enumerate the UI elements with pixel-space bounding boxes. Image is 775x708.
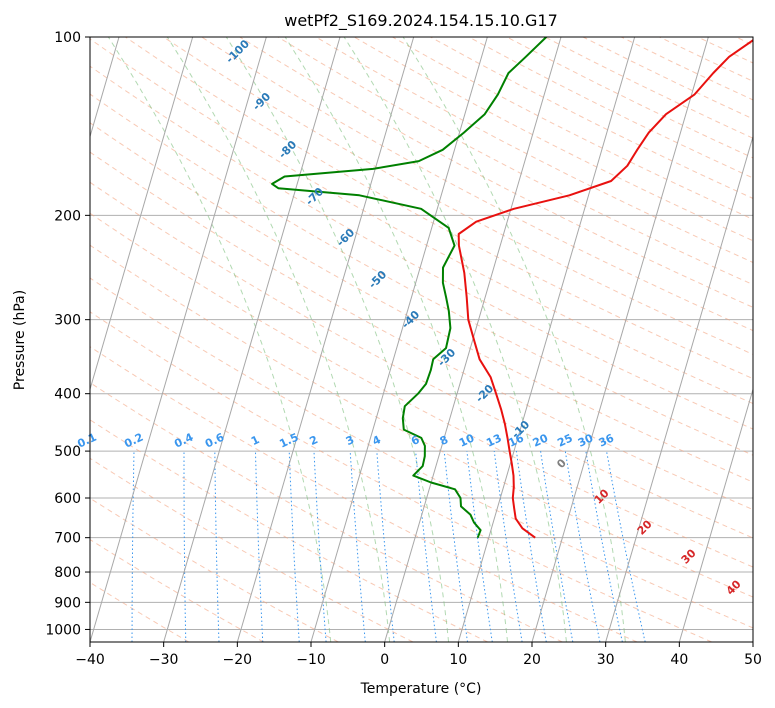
moist-adiabat-line (166, 37, 391, 642)
dry-adiabat-line (90, 581, 190, 642)
mixing-ratio-label: 20 (531, 431, 551, 449)
mixing-ratio-line (376, 451, 395, 642)
y-tick-label: 500 (54, 444, 81, 460)
mixing-ratio-line (349, 451, 366, 642)
y-axis-ticks: 100 200 300 400 500 600 700 800 900 1000 (45, 30, 90, 638)
chart-title: wetPf2_S169.2024.154.15.10.G17 (284, 11, 558, 31)
dry-adiabat-line (125, 37, 753, 380)
y-tick-label: 1000 (45, 622, 81, 638)
mixing-ratio-label: 13 (484, 431, 503, 449)
dry-adiabat-line (277, 37, 753, 286)
mixing-ratio-label: 10 (457, 431, 477, 449)
dry-adiabat-line (201, 37, 753, 332)
skewed-isotherm-line (457, 37, 636, 642)
y-axis-label: Pressure (hPa) (12, 290, 28, 390)
plot-area (90, 37, 753, 642)
y-tick-label: 800 (54, 565, 81, 581)
dry-adiabat-line (90, 122, 753, 483)
mixing-ratio-line (606, 451, 646, 642)
skewed-isotherm-line (678, 387, 753, 642)
x-axis-label: Temperature (°C) (360, 681, 482, 697)
mixing-ratio-label: 16 (506, 431, 526, 449)
x-tick-label: −20 (223, 652, 253, 668)
x-axis-ticks: −40 −30 −20 −10 0 10 20 30 40 50 (75, 642, 762, 668)
plot-frame (89, 36, 754, 643)
moist-adiabat-line (402, 37, 626, 642)
y-tick-label: 100 (54, 30, 81, 46)
mixing-ratio-label: 25 (555, 431, 574, 449)
y-tick-label: 400 (54, 387, 81, 403)
x-tick-label: 40 (670, 652, 688, 668)
skewed-isotherm-line (90, 37, 194, 392)
skewed-isotherm-line (236, 37, 415, 642)
profile-series (271, 37, 753, 539)
x-tick-label: 50 (744, 652, 762, 668)
mixing-ratio-line (585, 451, 623, 642)
dry-adiabat-line (90, 65, 753, 430)
x-tick-label: 0 (380, 652, 389, 668)
y-tick-label: 700 (54, 531, 81, 547)
moist-adiabat-line (284, 37, 508, 642)
dewpoint-profile-line (271, 37, 547, 539)
moist-adiabats (107, 37, 626, 642)
y-tick-label: 300 (54, 313, 81, 329)
mixing-ratio-lines (131, 451, 646, 642)
x-tick-label: −30 (149, 652, 179, 668)
y-tick-label: 600 (54, 491, 81, 507)
x-tick-label: −40 (75, 652, 105, 668)
mixing-ratio-line (443, 451, 468, 642)
mixing-ratio-line (493, 451, 523, 642)
moist-adiabat-line (343, 37, 567, 642)
temperature-profile-line (457, 39, 753, 539)
dry-adiabat-line (90, 346, 638, 642)
moist-adiabat-line (107, 37, 332, 642)
mixing-ratio-line (466, 451, 493, 642)
y-tick-label: 200 (54, 208, 81, 224)
mixing-ratio-line (564, 451, 601, 642)
x-tick-label: −10 (296, 652, 326, 668)
x-tick-label: 30 (597, 652, 615, 668)
dry-adiabat-line (90, 419, 488, 642)
x-tick-label: 20 (523, 652, 541, 668)
dry-adiabat-line (90, 538, 264, 642)
mixing-ratio-label: 30 (576, 431, 596, 449)
skewed-isotherm-line (90, 37, 267, 642)
mixing-ratio-line (415, 451, 437, 642)
y-tick-label: 900 (54, 595, 81, 611)
moist-adiabat-line (225, 37, 450, 642)
mixing-ratio-label: 36 (597, 431, 617, 449)
dry-adiabat-line (90, 181, 753, 539)
skewed-isotherm-line (163, 37, 341, 642)
dry-adiabat-line (90, 311, 712, 642)
skewed-isotherm-line (531, 37, 709, 642)
x-tick-label: 10 (449, 652, 467, 668)
